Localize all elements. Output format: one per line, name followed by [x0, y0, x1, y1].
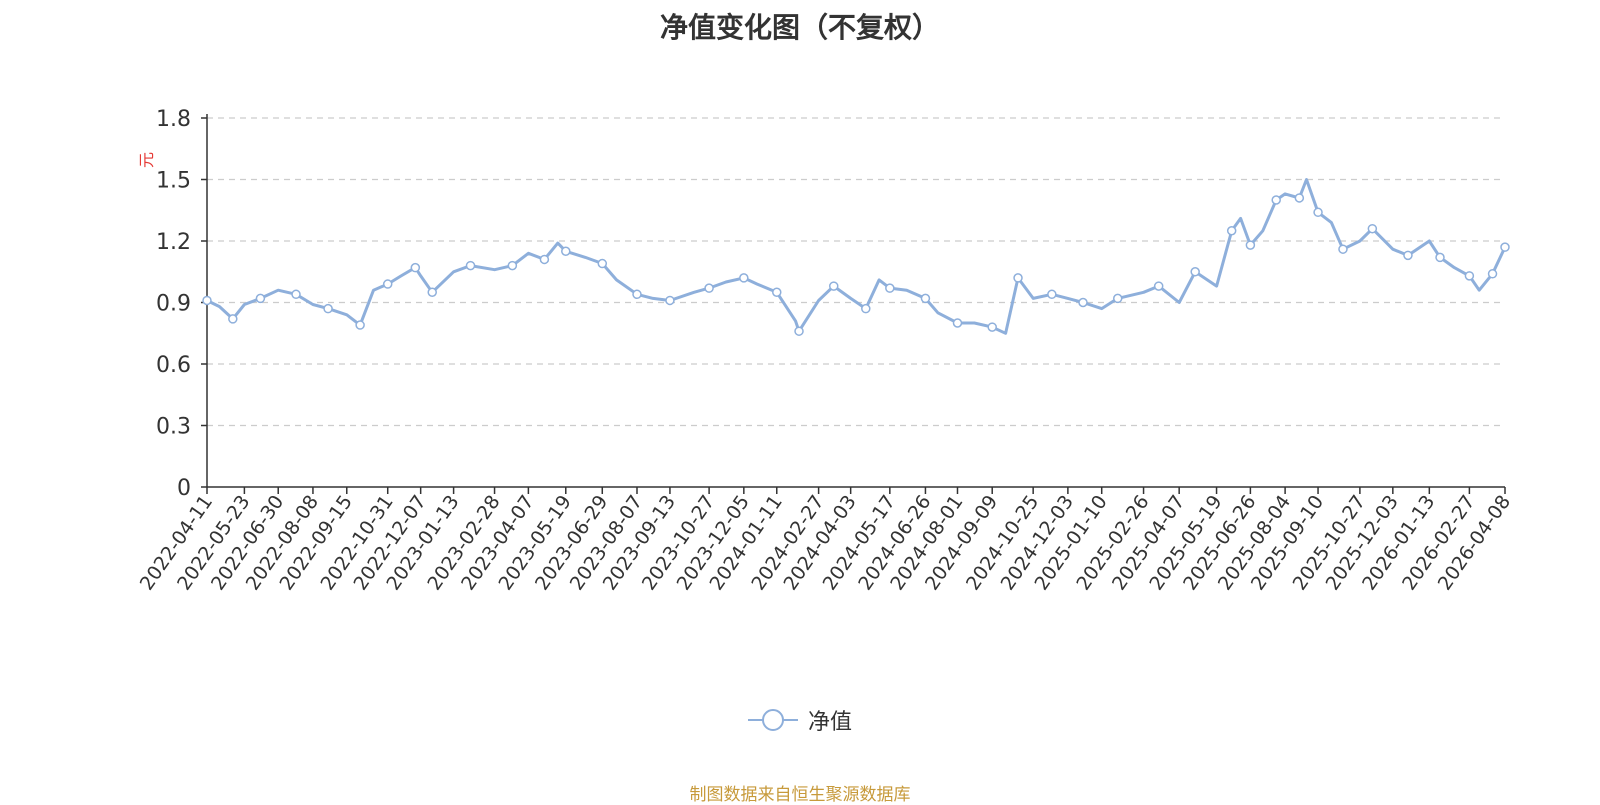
- series-line-0: [206, 178, 1507, 335]
- data-point-14[interactable]: [410, 262, 421, 273]
- data-point-24[interactable]: [561, 246, 571, 256]
- data-point-78[interactable]: [1403, 250, 1413, 261]
- data-point-70[interactable]: [1294, 193, 1305, 203]
- axes: [201, 114, 1506, 494]
- data-point-0[interactable]: [202, 295, 212, 306]
- y-tick-label-1: 0.3: [156, 415, 191, 440]
- data-point-20[interactable]: [507, 260, 518, 271]
- data-point-16[interactable]: [427, 287, 437, 297]
- series-nav: [202, 178, 1510, 336]
- y-tick-label-3: 0.9: [156, 292, 191, 317]
- data-point-30[interactable]: [665, 295, 675, 306]
- data-point-10[interactable]: [355, 320, 365, 330]
- data-point-22[interactable]: [539, 254, 550, 265]
- data-point-46[interactable]: [920, 293, 931, 304]
- data-point-48[interactable]: [952, 318, 963, 328]
- y-tick-label-6: 1.8: [156, 107, 191, 132]
- data-point-62[interactable]: [1190, 267, 1200, 277]
- source-note: 制图数据来自恒生聚源数据库: [689, 785, 911, 805]
- data-point-44[interactable]: [885, 283, 895, 293]
- data-point-18[interactable]: [465, 260, 476, 271]
- y-tick-label-2: 0.6: [156, 353, 191, 378]
- grid-lines: [207, 117, 1505, 427]
- legend-line-icon: [747, 709, 798, 731]
- data-point-38[interactable]: [794, 326, 804, 336]
- data-point-76[interactable]: [1367, 223, 1378, 234]
- data-point-52[interactable]: [1013, 273, 1023, 283]
- data-point-26[interactable]: [597, 258, 608, 269]
- data-point-42[interactable]: [861, 303, 871, 314]
- data-point-28[interactable]: [632, 289, 642, 300]
- data-point-58[interactable]: [1112, 293, 1123, 304]
- y-tick-labels: 0 0.3 0.6 0.9 1.2 1.5 1.8: [156, 107, 191, 501]
- data-point-82[interactable]: [1464, 271, 1475, 281]
- data-point-72[interactable]: [1313, 207, 1323, 218]
- y-axis-label: 元: [137, 152, 156, 168]
- y-tick-label-5: 1.5: [156, 169, 191, 194]
- data-point-34[interactable]: [739, 273, 749, 283]
- data-point-2[interactable]: [228, 314, 238, 324]
- y-tick-label-0: 0: [177, 476, 191, 501]
- legend[interactable]: 净值: [0, 705, 1600, 735]
- data-point-74[interactable]: [1338, 244, 1348, 254]
- data-point-80[interactable]: [1435, 252, 1445, 263]
- data-point-36[interactable]: [772, 287, 782, 297]
- data-point-85[interactable]: [1500, 242, 1510, 252]
- data-point-64[interactable]: [1226, 226, 1237, 236]
- x-tick-labels: 2022-04-112022-05-232022-06-302022-08-08…: [136, 491, 1515, 594]
- data-point-60[interactable]: [1153, 281, 1164, 291]
- y-tick-label-4: 1.2: [156, 230, 191, 255]
- data-point-68[interactable]: [1271, 195, 1281, 205]
- data-point-12[interactable]: [382, 279, 393, 289]
- data-point-8[interactable]: [323, 303, 333, 314]
- data-point-4[interactable]: [255, 293, 266, 304]
- data-point-32[interactable]: [704, 283, 714, 293]
- data-point-66[interactable]: [1245, 240, 1256, 250]
- chart-title: 净值变化图（不复权）: [659, 11, 940, 44]
- data-point-6[interactable]: [291, 289, 301, 300]
- legend-label: 净值: [807, 710, 852, 735]
- data-point-56[interactable]: [1078, 297, 1088, 308]
- data-point-40[interactable]: [828, 281, 839, 291]
- data-point-50[interactable]: [987, 322, 997, 332]
- data-point-54[interactable]: [1047, 289, 1057, 300]
- data-point-84[interactable]: [1487, 269, 1498, 279]
